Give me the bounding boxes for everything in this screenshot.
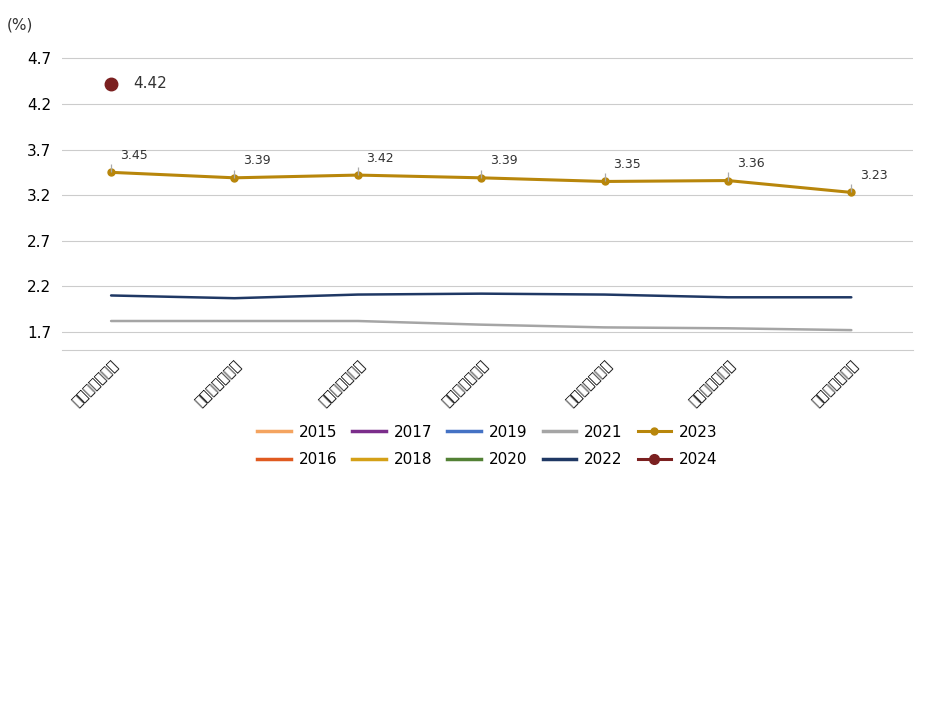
Text: 3.45: 3.45	[120, 149, 147, 162]
Text: (%): (%)	[6, 17, 32, 32]
Text: 3.39: 3.39	[489, 154, 517, 167]
Text: 3.39: 3.39	[243, 154, 271, 167]
Text: 3.36: 3.36	[736, 157, 763, 170]
Legend: 2015, 2016, 2017, 2018, 2019, 2020, 2021, 2022, 2023, 2024: 2015, 2016, 2017, 2018, 2019, 2020, 2021…	[249, 417, 724, 474]
Text: 4.42: 4.42	[133, 76, 167, 91]
Text: 3.42: 3.42	[366, 152, 394, 165]
Text: 3.35: 3.35	[613, 158, 641, 171]
Text: 3.23: 3.23	[859, 169, 886, 182]
